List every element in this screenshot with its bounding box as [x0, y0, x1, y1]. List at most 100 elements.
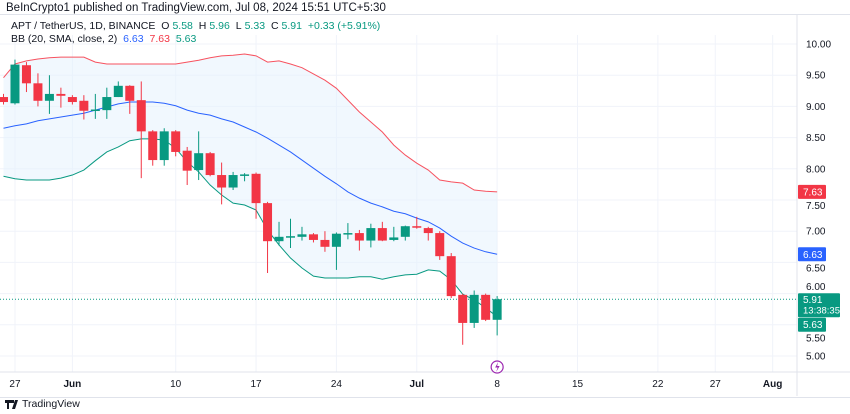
- price-tick-label: 9.50: [806, 71, 826, 82]
- candle: [263, 201, 273, 274]
- date-tick-label: 24: [331, 379, 343, 390]
- candle-body: [481, 294, 491, 320]
- candle-body: [102, 97, 112, 111]
- candle-body: [286, 236, 295, 238]
- candle: [354, 229, 364, 251]
- close-field: C 5.91: [271, 20, 302, 32]
- date-tick-label: Jun: [63, 379, 81, 390]
- candle: [113, 81, 123, 98]
- candle-body: [113, 85, 123, 98]
- open-label: O: [161, 20, 170, 32]
- candle: [79, 95, 89, 120]
- bb-upper-line: [3, 53, 498, 193]
- date-tick-label: 8: [494, 379, 500, 390]
- low-label: L: [235, 20, 242, 32]
- chart-frame: [0, 14, 850, 398]
- candle: [492, 296, 502, 336]
- candle-body: [240, 174, 250, 176]
- price-tick-label: 7.00: [806, 227, 826, 238]
- candle-body: [159, 131, 169, 161]
- price-tick-label: 8.50: [806, 133, 826, 144]
- candle-body: [136, 100, 146, 132]
- candle: [286, 218, 295, 249]
- candle: [90, 93, 100, 119]
- price-tick-label: 8.00: [806, 164, 826, 175]
- candle-body: [320, 239, 330, 247]
- bb-upper-price-tag: 7.63: [803, 187, 823, 198]
- bb-mid-price-tag: 6.63: [803, 250, 823, 261]
- candle: [205, 151, 215, 177]
- last-price-tag: 5.91: [803, 295, 823, 306]
- candle-body: [0, 97, 8, 103]
- publisher-line: BeInCrypto1 published on TradingView.com…: [6, 2, 386, 14]
- candle-body: [423, 228, 433, 234]
- tradingview-logo-icon: [5, 399, 18, 409]
- price-tick-label: 5.00: [806, 352, 826, 363]
- candle: [251, 172, 261, 219]
- candle: [458, 293, 468, 345]
- candle: [435, 231, 445, 260]
- candle-body: [10, 64, 20, 104]
- bb-label: BB (20, SMA, close, 2): [11, 33, 118, 45]
- low-field: L 5.33: [236, 20, 265, 32]
- candle: [171, 130, 181, 157]
- candle: [0, 93, 8, 105]
- candle-body: [263, 203, 273, 242]
- candle-body: [56, 93, 66, 96]
- candle: [159, 128, 169, 166]
- candle-body: [377, 228, 387, 241]
- high-value: 5.96: [209, 20, 230, 32]
- candle: [389, 226, 399, 242]
- high-field: H 5.96: [199, 20, 230, 32]
- candle-body: [90, 109, 100, 112]
- price-tick-label: 10.00: [806, 40, 831, 51]
- date-tick-label: 10: [170, 379, 182, 390]
- candle: [10, 59, 20, 105]
- candle-body: [125, 85, 135, 101]
- candle: [194, 131, 204, 181]
- candle: [423, 226, 433, 241]
- candle-body: [400, 226, 410, 237]
- bb-lower-value: 5.63: [175, 33, 197, 45]
- last-price-tag-bg: [798, 293, 840, 318]
- candle: [102, 87, 112, 119]
- footer-brand[interactable]: TradingView: [22, 398, 80, 410]
- bb-upper-value: 7.63: [149, 33, 170, 45]
- candle: [228, 171, 238, 191]
- candle: [412, 216, 422, 229]
- candle: [469, 290, 479, 328]
- candle-body: [458, 294, 468, 323]
- date-tick-label: 27: [9, 379, 21, 390]
- candle-body: [389, 237, 399, 240]
- countdown-timer: 13:38:35: [803, 306, 840, 317]
- candle: [343, 223, 353, 240]
- candle: [44, 75, 54, 114]
- candle-body: [205, 153, 215, 176]
- date-tick-label: 27: [710, 379, 722, 390]
- open-field: O 5.58: [161, 20, 193, 32]
- candle: [320, 231, 330, 252]
- low-value: 5.33: [244, 20, 266, 32]
- candle-body: [44, 93, 54, 101]
- bb-middle-line: [3, 101, 498, 255]
- candle: [240, 173, 250, 182]
- candle-body: [366, 228, 376, 241]
- candle: [366, 223, 376, 248]
- candle: [136, 81, 146, 179]
- bb-lower-price-tag: 5.63: [803, 320, 823, 331]
- price-tick-label: 6.50: [806, 263, 826, 274]
- symbol-legend-row[interactable]: APT / TetherUS, 1D, BINANCE O 5.58 H 5.96 …: [11, 20, 383, 33]
- candle-body: [251, 173, 261, 204]
- open-value: 5.58: [172, 20, 193, 32]
- bb-mid-value: 6.63: [123, 33, 144, 45]
- candle-body: [412, 226, 422, 228]
- candle: [308, 233, 318, 243]
- candle-body: [33, 83, 43, 101]
- candle: [400, 225, 410, 241]
- bb-legend-row[interactable]: BB (20, SMA, close, 2) 6.63 7.63 5.63: [11, 33, 383, 46]
- candle-body: [297, 234, 307, 237]
- bb-upper-price-tag-bg: [798, 184, 826, 199]
- candle-body: [446, 256, 456, 297]
- footer: TradingView: [5, 398, 80, 410]
